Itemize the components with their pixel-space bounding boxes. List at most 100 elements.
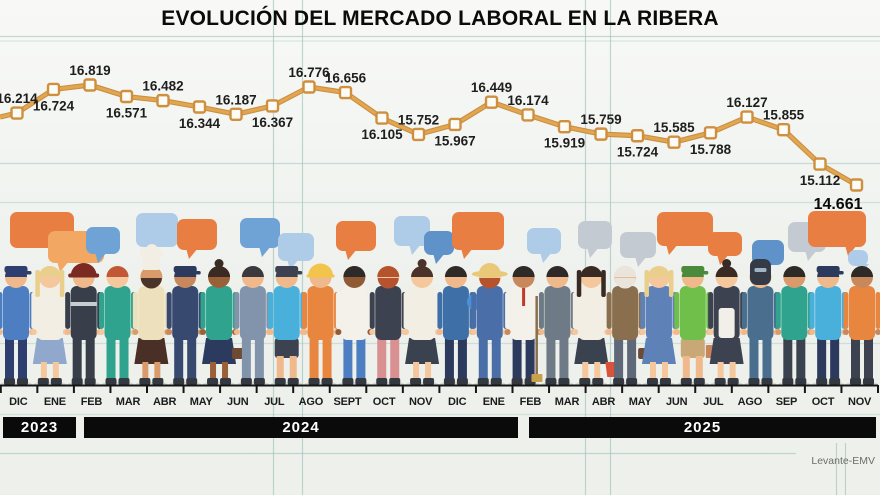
month-label: SEPT — [333, 396, 362, 408]
speech-bubble — [708, 232, 742, 265]
year-bar-2024: 2024 — [84, 417, 518, 438]
month-label: JUN — [227, 396, 249, 408]
month-axis: DIC ENE FEB MAR ABR MAY JUN JUL AGO SEPT OCT NOV DIC… — [0, 396, 878, 408]
speech-bubble — [86, 227, 120, 263]
value-label: 16.571 — [106, 105, 148, 120]
value-label: 16.819 — [69, 63, 110, 78]
worker-figure-delivery-man — [673, 266, 721, 387]
month-label: ABR — [591, 396, 616, 408]
data-point — [229, 107, 243, 121]
value-label: 15.585 — [653, 120, 695, 135]
value-label: 15.788 — [690, 142, 732, 157]
data-point — [849, 178, 864, 192]
worker-figure-nurse — [98, 266, 137, 387]
worker-figure-sailor — [436, 266, 483, 387]
data-point — [667, 135, 681, 149]
month-label: MAY — [189, 396, 213, 408]
month-label: SEP — [775, 396, 798, 408]
data-point — [10, 106, 24, 120]
worker-figure-doctor — [335, 266, 374, 387]
value-label: 16.344 — [179, 116, 221, 131]
month-label: ENE — [482, 396, 505, 408]
month-label: ENE — [43, 396, 66, 408]
speech-bubble — [620, 232, 656, 267]
data-point — [448, 117, 462, 132]
data-point — [521, 108, 535, 122]
speech-bubble — [394, 216, 430, 255]
worker-figure-maid — [707, 259, 746, 387]
worker-figure-welder — [741, 259, 780, 387]
month-label: FEB — [519, 396, 542, 408]
data-point — [776, 122, 791, 137]
value-label: 14.661 — [814, 196, 863, 213]
month-label: NOV — [847, 396, 872, 408]
value-label: 16.174 — [507, 93, 549, 108]
month-label: DIC — [448, 396, 467, 408]
year-label: 2023 — [20, 419, 59, 436]
worker-figure-chef — [132, 244, 171, 387]
worker-figure-flight-attendant — [639, 266, 678, 387]
data-point — [375, 111, 389, 125]
month-label: FEB — [80, 396, 103, 408]
worker-figure-firefighter — [64, 263, 103, 387]
worker-figure-worker — [843, 266, 880, 387]
month-label: NOV — [409, 396, 433, 408]
worker-figure-technician — [809, 266, 848, 387]
speech-bubble — [177, 219, 217, 259]
data-point — [119, 89, 134, 104]
data-point — [813, 157, 827, 171]
data-point — [411, 127, 426, 142]
speech-bubble — [424, 231, 454, 264]
value-label: 16.449 — [471, 80, 512, 95]
data-point — [594, 127, 608, 141]
month-label: OCT — [811, 396, 835, 408]
data-point — [302, 80, 316, 94]
month-label: AGO — [737, 396, 763, 408]
value-label: 15.112 — [800, 173, 841, 188]
page-title: EVOLUCIÓN DEL MERCADO LABORAL EN LA RIBE… — [161, 7, 719, 30]
value-label: 16.367 — [252, 115, 293, 130]
data-point — [156, 93, 170, 108]
value-label: 15.967 — [434, 133, 475, 148]
month-label: JUN — [665, 396, 688, 408]
speech-bubble — [657, 212, 713, 255]
speech-bubble — [240, 218, 280, 257]
value-label: 15.752 — [398, 112, 439, 127]
year-bar-2023: 2023 — [3, 417, 76, 438]
x-axis — [0, 384, 879, 393]
worker-figure-farmer — [470, 263, 509, 387]
speech-bubbles — [10, 211, 869, 275]
value-label: 16.776 — [288, 65, 330, 80]
month-label: ABR — [152, 396, 177, 408]
data-point — [46, 82, 61, 97]
worker-figure-painter-woman — [30, 266, 69, 387]
data-point — [740, 110, 754, 124]
speech-bubble — [278, 233, 314, 270]
data-point — [192, 100, 207, 114]
worker-figure-police-officer — [0, 266, 35, 387]
month-label: JUL — [264, 396, 285, 408]
data-point — [83, 78, 97, 92]
worker-figure-pilot — [166, 266, 205, 387]
month-label: AGO — [298, 396, 324, 408]
year-bar-2025: 2025 — [529, 417, 876, 438]
data-point — [630, 129, 645, 143]
worker-figure-waiter — [775, 266, 814, 387]
credit: Levante-EMV — [811, 455, 875, 467]
worker-figure-construction-worker — [301, 263, 340, 387]
value-label: 15.855 — [763, 108, 805, 123]
value-label: 16.482 — [142, 79, 183, 94]
worker-figure-courier — [267, 266, 306, 387]
data-point — [338, 85, 353, 100]
year-label: 2024 — [282, 419, 320, 436]
value-label: 15.759 — [580, 112, 621, 127]
data-point — [703, 126, 718, 140]
speech-bubble — [336, 221, 376, 260]
worker-figure-office-woman — [403, 259, 442, 387]
value-label: 16.105 — [361, 127, 403, 142]
month-label: MAR — [115, 396, 141, 408]
value-label: 16.127 — [726, 95, 767, 110]
